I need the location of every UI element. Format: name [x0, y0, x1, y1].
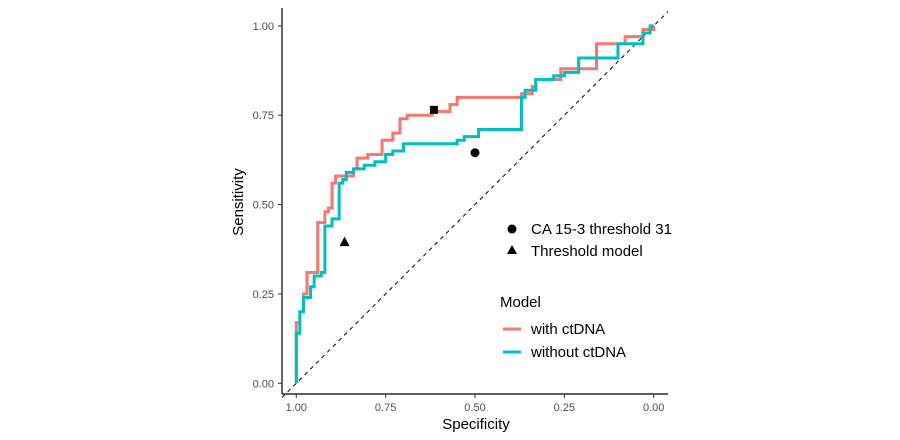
legend-model: Model with ctDNA without ctDNA: [500, 294, 626, 361]
marker-square: [429, 105, 438, 114]
x-axis-title: Specificity: [442, 416, 510, 433]
legend-label-threshold-model: Threshold model: [531, 243, 643, 260]
marker-triangle-threshold-model: [339, 236, 350, 247]
legend-triangle-icon: [507, 245, 517, 254]
series-line-with-ctdna: [294, 25, 656, 384]
series-line-without-ctdna: [294, 24, 654, 384]
x-tick-label: 0.00: [643, 402, 664, 414]
y-tick-label: 1.00: [253, 21, 274, 33]
x-tick-label: 0.50: [464, 402, 485, 414]
legend-label-with-ctdna: with ctDNA: [530, 321, 605, 338]
y-axis-title: Sensitivity: [230, 168, 247, 236]
legend-circle-icon: [507, 224, 517, 234]
y-tick-label: 0.50: [253, 200, 274, 212]
legend-shapes: CA 15-3 threshold 31 Threshold model: [507, 221, 672, 260]
markers-layer: [339, 105, 480, 247]
legend-model-title: Model: [500, 294, 541, 311]
marker-circle-ca153: [470, 148, 480, 158]
legend-label-ca153: CA 15-3 threshold 31: [531, 221, 672, 238]
y-tick-label: 0.75: [253, 110, 274, 122]
reference-diagonal-line: [281, 11, 669, 398]
y-tick-label: 0.00: [253, 378, 274, 390]
y-tick-label: 0.25: [253, 289, 274, 301]
x-tick-label: 1.00: [286, 402, 307, 414]
legend-label-without-ctdna: without ctDNA: [530, 344, 626, 361]
x-tick-label: 0.25: [554, 402, 575, 414]
series-layer: [281, 11, 669, 398]
x-tick-label: 0.75: [375, 402, 396, 414]
ticks-layer: 1.00 0.75 0.50 0.25 0.00 0.00 0.25 0.50 0.75 1.00: [253, 21, 665, 414]
